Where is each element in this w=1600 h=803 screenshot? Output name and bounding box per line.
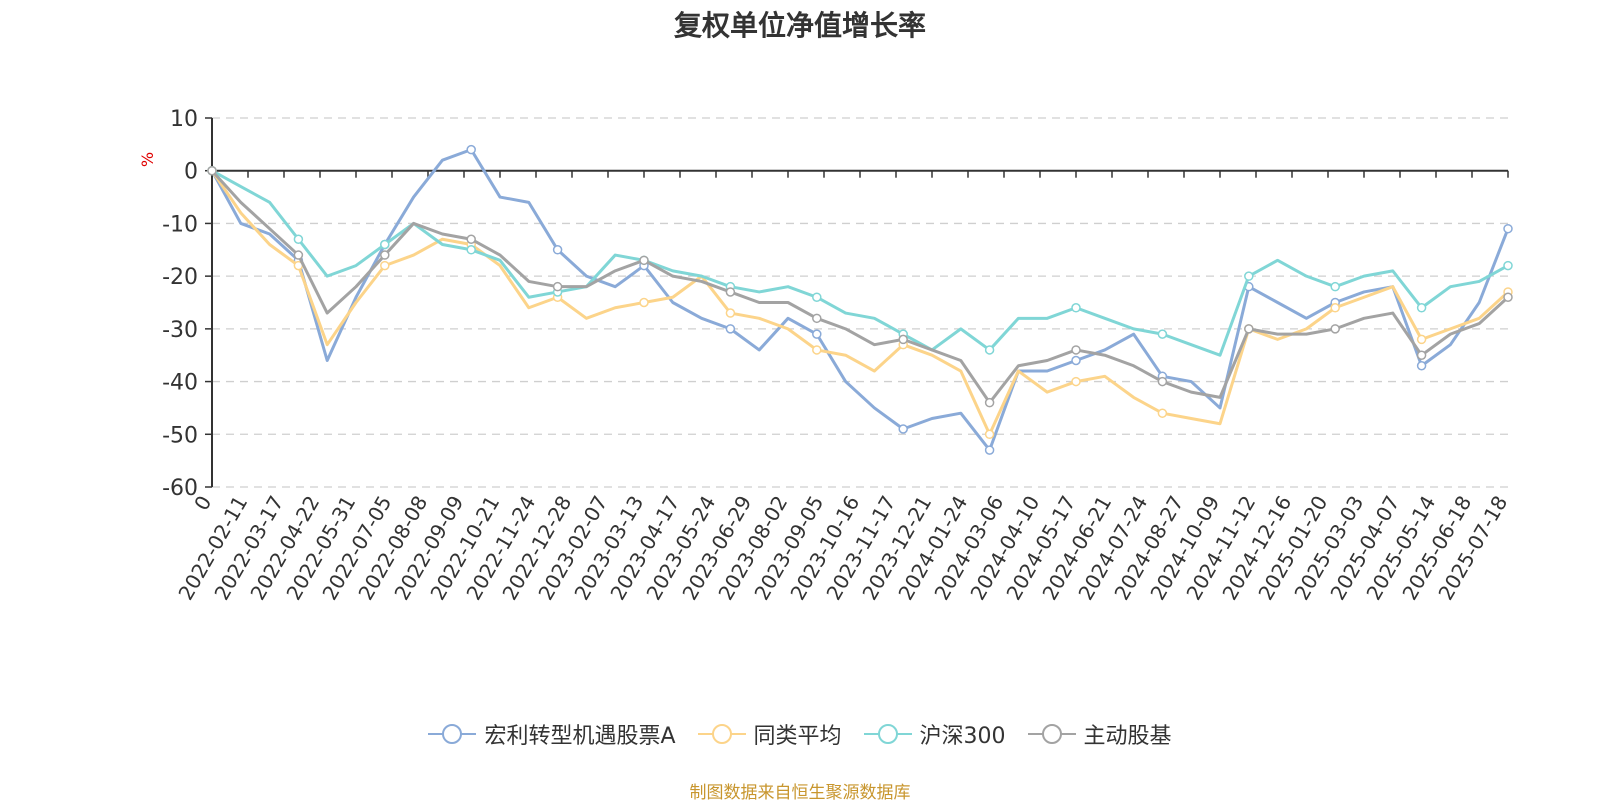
series-point-0: [552, 245, 563, 255]
legend-label: 宏利转型机遇股票A: [484, 724, 676, 749]
legend-label: 沪深300: [919, 724, 1006, 749]
series-point-0: [1416, 361, 1427, 371]
y-tick-label: -50: [162, 423, 198, 448]
series-point-3: [466, 234, 476, 244]
legend-item-1[interactable]: 同类平均: [697, 718, 842, 750]
series-point-2: [1416, 303, 1427, 313]
y-tick-label: -30: [162, 318, 198, 343]
legend-item-3[interactable]: 主动股基: [1027, 718, 1172, 750]
series-point-3: [984, 397, 995, 408]
legend-marker-icon: [428, 724, 477, 744]
y-tick-label: 10: [170, 107, 198, 132]
series-point-2: [984, 345, 995, 355]
series-point-1: [812, 345, 822, 355]
series-point-0: [898, 424, 908, 434]
chart-legend: 宏利转型机遇股票A 同类平均 沪深300 主动股基: [0, 718, 1600, 750]
legend-item-2[interactable]: 沪深300: [863, 718, 1006, 750]
series-point-3: [898, 334, 908, 345]
series-point-2: [293, 234, 304, 244]
series-point-3: [293, 250, 304, 260]
series-point-2: [1071, 303, 1081, 313]
series-point-1: [1071, 376, 1081, 387]
y-tick-label: -60: [162, 476, 198, 501]
series-line-2: [211, 169, 1509, 357]
series-point-2: [380, 239, 390, 250]
chart-title: 复权单位净值增长率: [673, 9, 926, 42]
series-point-1: [380, 260, 390, 271]
series-point-2: [1244, 271, 1254, 281]
series-point-3: [1244, 324, 1254, 334]
y-tick-label: -10: [162, 212, 198, 237]
series-point-3: [1416, 350, 1427, 360]
series-point-3: [1330, 324, 1340, 334]
series-point-2: [466, 245, 476, 255]
y-tick-label: -40: [162, 371, 198, 396]
series-point-3: [1157, 376, 1168, 387]
series-point-1: [1416, 334, 1427, 345]
legend-marker-icon: [697, 724, 746, 744]
series-point-3: [380, 250, 390, 260]
series-point-0: [1071, 355, 1081, 366]
series-point-0: [984, 445, 995, 455]
series-point-1: [1330, 303, 1340, 313]
legend-marker-icon: [863, 724, 912, 744]
series-line-3: [210, 169, 1510, 405]
series-point-0: [466, 144, 476, 155]
legend-label: 主动股基: [1083, 724, 1172, 749]
source-note: 制图数据来自恒生聚源数据库: [689, 783, 911, 803]
series-point-3: [725, 287, 736, 297]
series-point-0: [1503, 223, 1513, 234]
series-point-3: [552, 281, 563, 292]
series-point-1: [639, 297, 649, 308]
series-point-3: [207, 165, 217, 176]
series-point-3: [639, 255, 649, 266]
legend-marker-icon: [1027, 724, 1076, 744]
series-point-3: [812, 313, 822, 324]
series-point-0: [725, 324, 736, 334]
series-line-0: [210, 148, 1510, 452]
series-point-2: [1503, 260, 1513, 271]
legend-label: 同类平均: [753, 724, 842, 749]
legend-item-0[interactable]: 宏利转型机遇股票A: [428, 718, 676, 750]
x-tick-label: 0: [189, 492, 216, 515]
series-point-2: [1157, 329, 1168, 339]
series-point-2: [1330, 281, 1340, 292]
series-point-1: [984, 429, 995, 440]
series-point-3: [1503, 292, 1513, 302]
y-tick-label: -20: [162, 265, 198, 290]
series-point-0: [812, 329, 822, 339]
y-tick-label: 0: [184, 160, 198, 185]
series-point-2: [812, 292, 822, 302]
series-point-1: [725, 308, 736, 318]
series-point-1: [1157, 408, 1168, 418]
series-point-3: [1071, 345, 1081, 355]
